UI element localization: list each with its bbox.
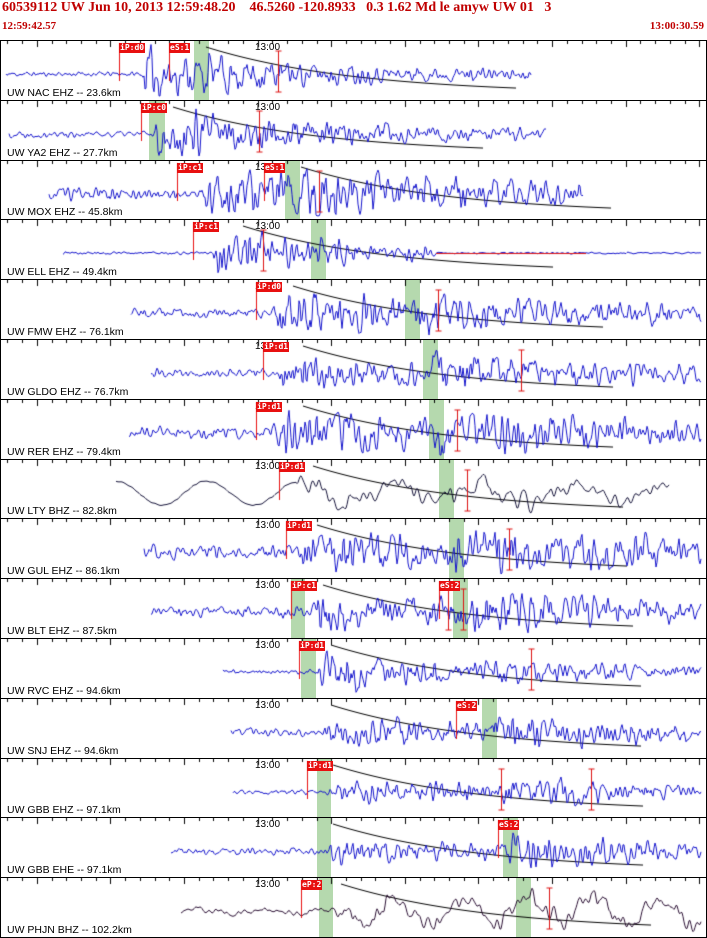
station-label: UW GUL EHZ -- 86.1km (7, 565, 120, 578)
pick-flag[interactable]: iP:d1 (286, 521, 313, 532)
trace-row-0[interactable]: iP:d0 eS:1 13:00 UW NAC EHZ -- 23.6km (1, 40, 706, 100)
time-tick-label: 13:00 (255, 101, 281, 113)
time-tick-label: 13:00 (255, 42, 281, 53)
station-label: UW MOX EHZ -- 45.8km (7, 206, 123, 219)
window-start-time: 12:59:42.57 (2, 20, 57, 32)
time-tick-label: 13:00 (255, 221, 281, 233)
pick-flag[interactable]: eP:2 (301, 880, 323, 891)
waveform-canvas[interactable] (1, 698, 706, 758)
station-label: UW PHJN BHZ -- 102.2km (7, 923, 132, 936)
trace-row-7[interactable]: iP:d1 13:00 UW LTY BHZ -- 82.8km (1, 458, 706, 519)
pick-flag[interactable]: eS:2 (498, 820, 520, 831)
time-tick-label: 13:00 (255, 520, 281, 532)
trace-row-12[interactable]: iP:d1 13:00 UW GBB EHZ -- 97.1km (1, 757, 706, 818)
pick-flag[interactable]: iP:c0 (141, 102, 168, 113)
time-tick-label: 13:00 (255, 819, 281, 831)
waveform-canvas[interactable] (1, 160, 706, 220)
pick-flag[interactable]: eS:1 (264, 162, 286, 173)
window-end-time: 13:00:30.59 (649, 20, 704, 32)
station-label: UW RVC EHZ -- 94.6km (7, 684, 121, 697)
waveform-canvas[interactable] (1, 878, 706, 937)
station-label: UW LTY BHZ -- 82.8km (7, 505, 117, 518)
station-label: UW YA2 EHZ -- 27.7km (7, 146, 118, 159)
station-label: UW GBB EHE -- 97.1km (7, 864, 122, 877)
station-label: UW FMW EHZ -- 76.1km (7, 325, 124, 338)
time-tick-label: 13:00 (255, 759, 281, 771)
pick-flag[interactable]: eS:1 (169, 43, 191, 53)
trace-list: iP:d0 eS:1 13:00 UW NAC EHZ -- 23.6km iP:c0 1… (0, 40, 707, 938)
waveform-canvas[interactable] (1, 220, 706, 280)
pick-flag[interactable]: iP:c1 (193, 222, 220, 233)
time-tick-label: 13:00 (255, 879, 281, 891)
trace-row-8[interactable]: iP:d1 13:00 UW GUL EHZ -- 86.1km (1, 518, 706, 579)
time-tick-label: 13:00 (255, 580, 281, 592)
pick-flag[interactable]: iP:d1 (263, 341, 290, 352)
pick-flag[interactable]: iP:d1 (256, 401, 283, 412)
trace-row-10[interactable]: iP:d1 13:00 UW RVC EHZ -- 94.6km (1, 637, 706, 698)
waveform-canvas[interactable] (1, 519, 706, 579)
pick-flag[interactable]: eS:2 (439, 581, 461, 592)
pick-flag[interactable]: iP:d0 (119, 43, 146, 53)
pick-flag[interactable]: iP:d0 (256, 282, 283, 293)
waveform-canvas[interactable] (1, 459, 706, 519)
station-label: UW RER EHZ -- 79.4km (7, 445, 121, 458)
waveform-canvas[interactable] (1, 638, 706, 698)
station-label: UW ELL EHZ -- 49.4km (7, 266, 117, 279)
station-label: UW BLT EHZ -- 87.5km (7, 624, 117, 637)
waveform-canvas[interactable] (1, 758, 706, 818)
pick-flag[interactable]: eS:2 (456, 700, 478, 711)
pick-flag[interactable]: iP:c1 (177, 162, 204, 173)
station-label: UW GBB EHZ -- 97.1km (7, 804, 121, 817)
waveform-canvas[interactable] (1, 280, 706, 339)
waveform-canvas[interactable] (1, 579, 706, 638)
trace-row-9[interactable]: iP:c1 eS:2 13:00 UW BLT EHZ -- 87.5km (1, 578, 706, 638)
pick-flag[interactable]: iP:d1 (299, 640, 326, 651)
waveform-canvas[interactable] (1, 41, 706, 100)
trace-row-3[interactable]: iP:c1 13:00 UW ELL EHZ -- 49.4km (1, 219, 706, 280)
waveform-canvas[interactable] (1, 399, 706, 459)
trace-row-13[interactable]: eS:2 13:00 UW GBB EHE -- 97.1km (1, 817, 706, 878)
event-header: 60539112 UW Jun 10, 2013 12:59:48.20 46.… (2, 0, 552, 15)
pick-flag[interactable]: iP:d1 (307, 760, 334, 771)
time-window-bar: 12:59:42.57 13:00:30.59 (0, 18, 707, 40)
trace-row-11[interactable]: eS:2 13:00 UW SNJ EHZ -- 94.6km (1, 697, 706, 758)
waveform-canvas[interactable] (1, 100, 706, 160)
station-label: UW SNJ EHZ -- 94.6km (7, 744, 119, 757)
pick-flag[interactable]: iP:c1 (291, 581, 318, 592)
station-label: UW GLDO EHZ -- 76.7km (7, 385, 129, 398)
waveform-canvas[interactable] (1, 818, 706, 878)
time-tick-label: 13:00 (255, 460, 281, 472)
time-tick-label: 13:00 (255, 639, 281, 651)
trace-row-1[interactable]: iP:c0 13:00 UW YA2 EHZ -- 27.7km (1, 99, 706, 160)
station-label: UW NAC EHZ -- 23.6km (7, 86, 121, 99)
time-tick-label: 13:00 (255, 699, 281, 711)
waveform-canvas[interactable] (1, 339, 706, 399)
trace-row-14[interactable]: eP:2 13:00 UW PHJN BHZ -- 102.2km (1, 877, 706, 937)
pick-flag[interactable]: iP:d1 (279, 461, 306, 472)
